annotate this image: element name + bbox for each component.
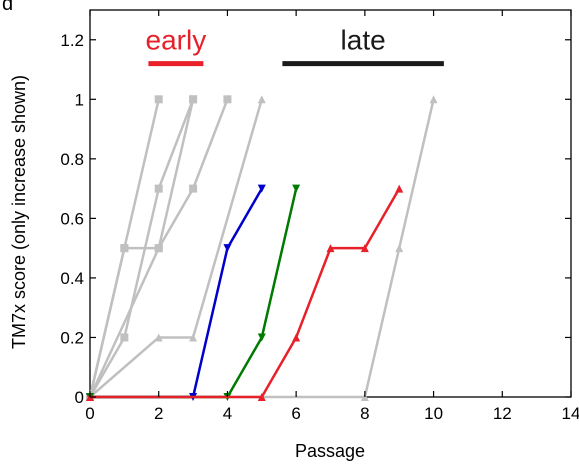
data-point: [257, 333, 266, 342]
x-axis-label: Passage: [295, 441, 365, 461]
data-point: [189, 184, 198, 193]
data-point: [223, 95, 232, 104]
data-point: [154, 333, 163, 342]
data-point: [120, 244, 129, 253]
annotation-layer: early late: [146, 25, 444, 67]
series-1: [86, 95, 198, 401]
series-line: [90, 188, 298, 399]
annotation-label: early: [146, 25, 207, 56]
data-point: [395, 244, 404, 253]
series-line: [90, 187, 401, 399]
x-tick-label: 10: [424, 404, 443, 423]
series-line: [89, 98, 263, 398]
x-tick-label: 6: [291, 404, 300, 423]
data-point: [223, 244, 232, 253]
x-tick-label: 12: [493, 404, 512, 423]
axis-layer: 0 2 4 6 8 10 12 14 0 0.2 0.4 0.6 0.8 1 1.2: [60, 10, 579, 423]
y-tick-label: 0.2: [60, 328, 84, 347]
series-9: [86, 184, 404, 401]
y-tick-label: 0.6: [60, 209, 84, 228]
data-point: [189, 95, 198, 104]
data-point: [292, 333, 301, 342]
data-point: [189, 333, 198, 342]
plot-frame: [89, 9, 572, 398]
x-tick-label: 4: [223, 404, 232, 423]
data-point: [395, 184, 404, 193]
series-line: [88, 98, 195, 398]
data-point: [154, 184, 163, 193]
series-layer: [86, 95, 438, 401]
data-point: [429, 95, 438, 104]
data-point: [154, 244, 163, 253]
data-point: [154, 95, 163, 104]
x-tick-label: 0: [85, 404, 94, 423]
annotation-label: late: [341, 25, 386, 56]
x-tick-label: 2: [154, 404, 163, 423]
data-point: [360, 244, 369, 253]
data-point: [257, 184, 266, 193]
data-point: [326, 244, 335, 253]
plot-area: [89, 9, 572, 398]
y-tick-label: 1: [75, 90, 84, 109]
panel-label: d: [2, 0, 13, 15]
data-point: [120, 333, 129, 342]
data-point: [257, 393, 266, 401]
x-tick-label: 14: [562, 404, 579, 423]
y-tick-label: 0.8: [60, 150, 84, 169]
series-line: [88, 98, 229, 398]
y-tick-label: 0.4: [60, 269, 84, 288]
series-4: [86, 95, 232, 401]
y-tick-label: 0: [75, 388, 84, 407]
series-8: [86, 184, 301, 401]
y-tick-label: 1.2: [60, 31, 84, 50]
x-tick-label: 8: [360, 404, 369, 423]
data-point: [292, 184, 301, 193]
data-point: [257, 95, 266, 104]
y-axis-label: TM7x score (only increase shown): [9, 75, 29, 349]
